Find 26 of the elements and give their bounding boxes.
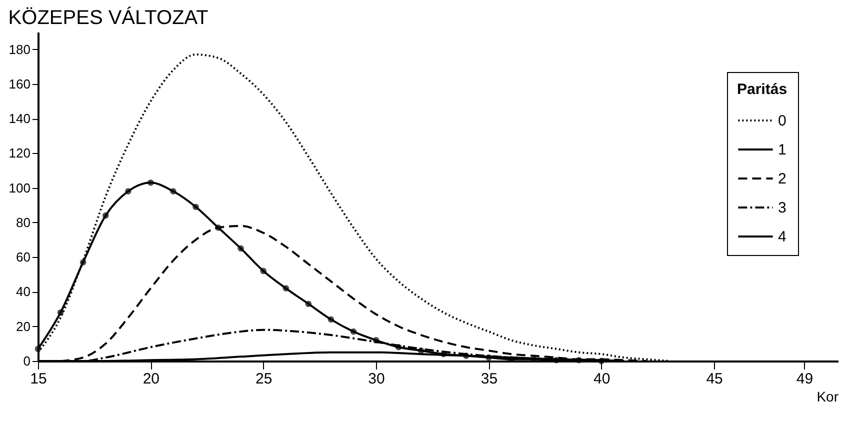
- legend-label: 0: [778, 112, 786, 130]
- y-tick-label: 160: [8, 76, 30, 92]
- legend-title: Paritás: [737, 81, 788, 98]
- y-tick-label: 120: [8, 146, 30, 161]
- y-tick-label: 60: [16, 250, 30, 265]
- y-tick-label: 180: [8, 42, 30, 57]
- y-tick-label: 100: [8, 180, 30, 196]
- y-tick-label: 140: [8, 111, 30, 126]
- x-axis-title: Kor: [816, 388, 839, 404]
- legend-label: 3: [778, 200, 786, 216]
- legend-label: 2: [778, 170, 786, 188]
- x-tick-label: 20: [142, 370, 160, 388]
- x-tick-label: 45: [706, 370, 723, 388]
- y-tick-label: 20: [16, 318, 30, 334]
- y-tick-label: 0: [23, 354, 30, 368]
- legend-label: 1: [778, 142, 786, 158]
- y-tick-label: 80: [16, 214, 30, 230]
- x-tick-label: 35: [480, 370, 498, 388]
- x-tick-label: 15: [30, 370, 47, 388]
- x-tick-label: 25: [256, 370, 272, 388]
- chart-title: KÖZEPES VÁLTOZAT: [8, 6, 208, 29]
- x-tick-label: 30: [368, 370, 385, 388]
- x-tick-label: 40: [594, 370, 610, 388]
- legend-label: 4: [778, 228, 786, 246]
- y-tick-label: 40: [16, 284, 30, 300]
- x-tick-label: 49: [796, 370, 814, 388]
